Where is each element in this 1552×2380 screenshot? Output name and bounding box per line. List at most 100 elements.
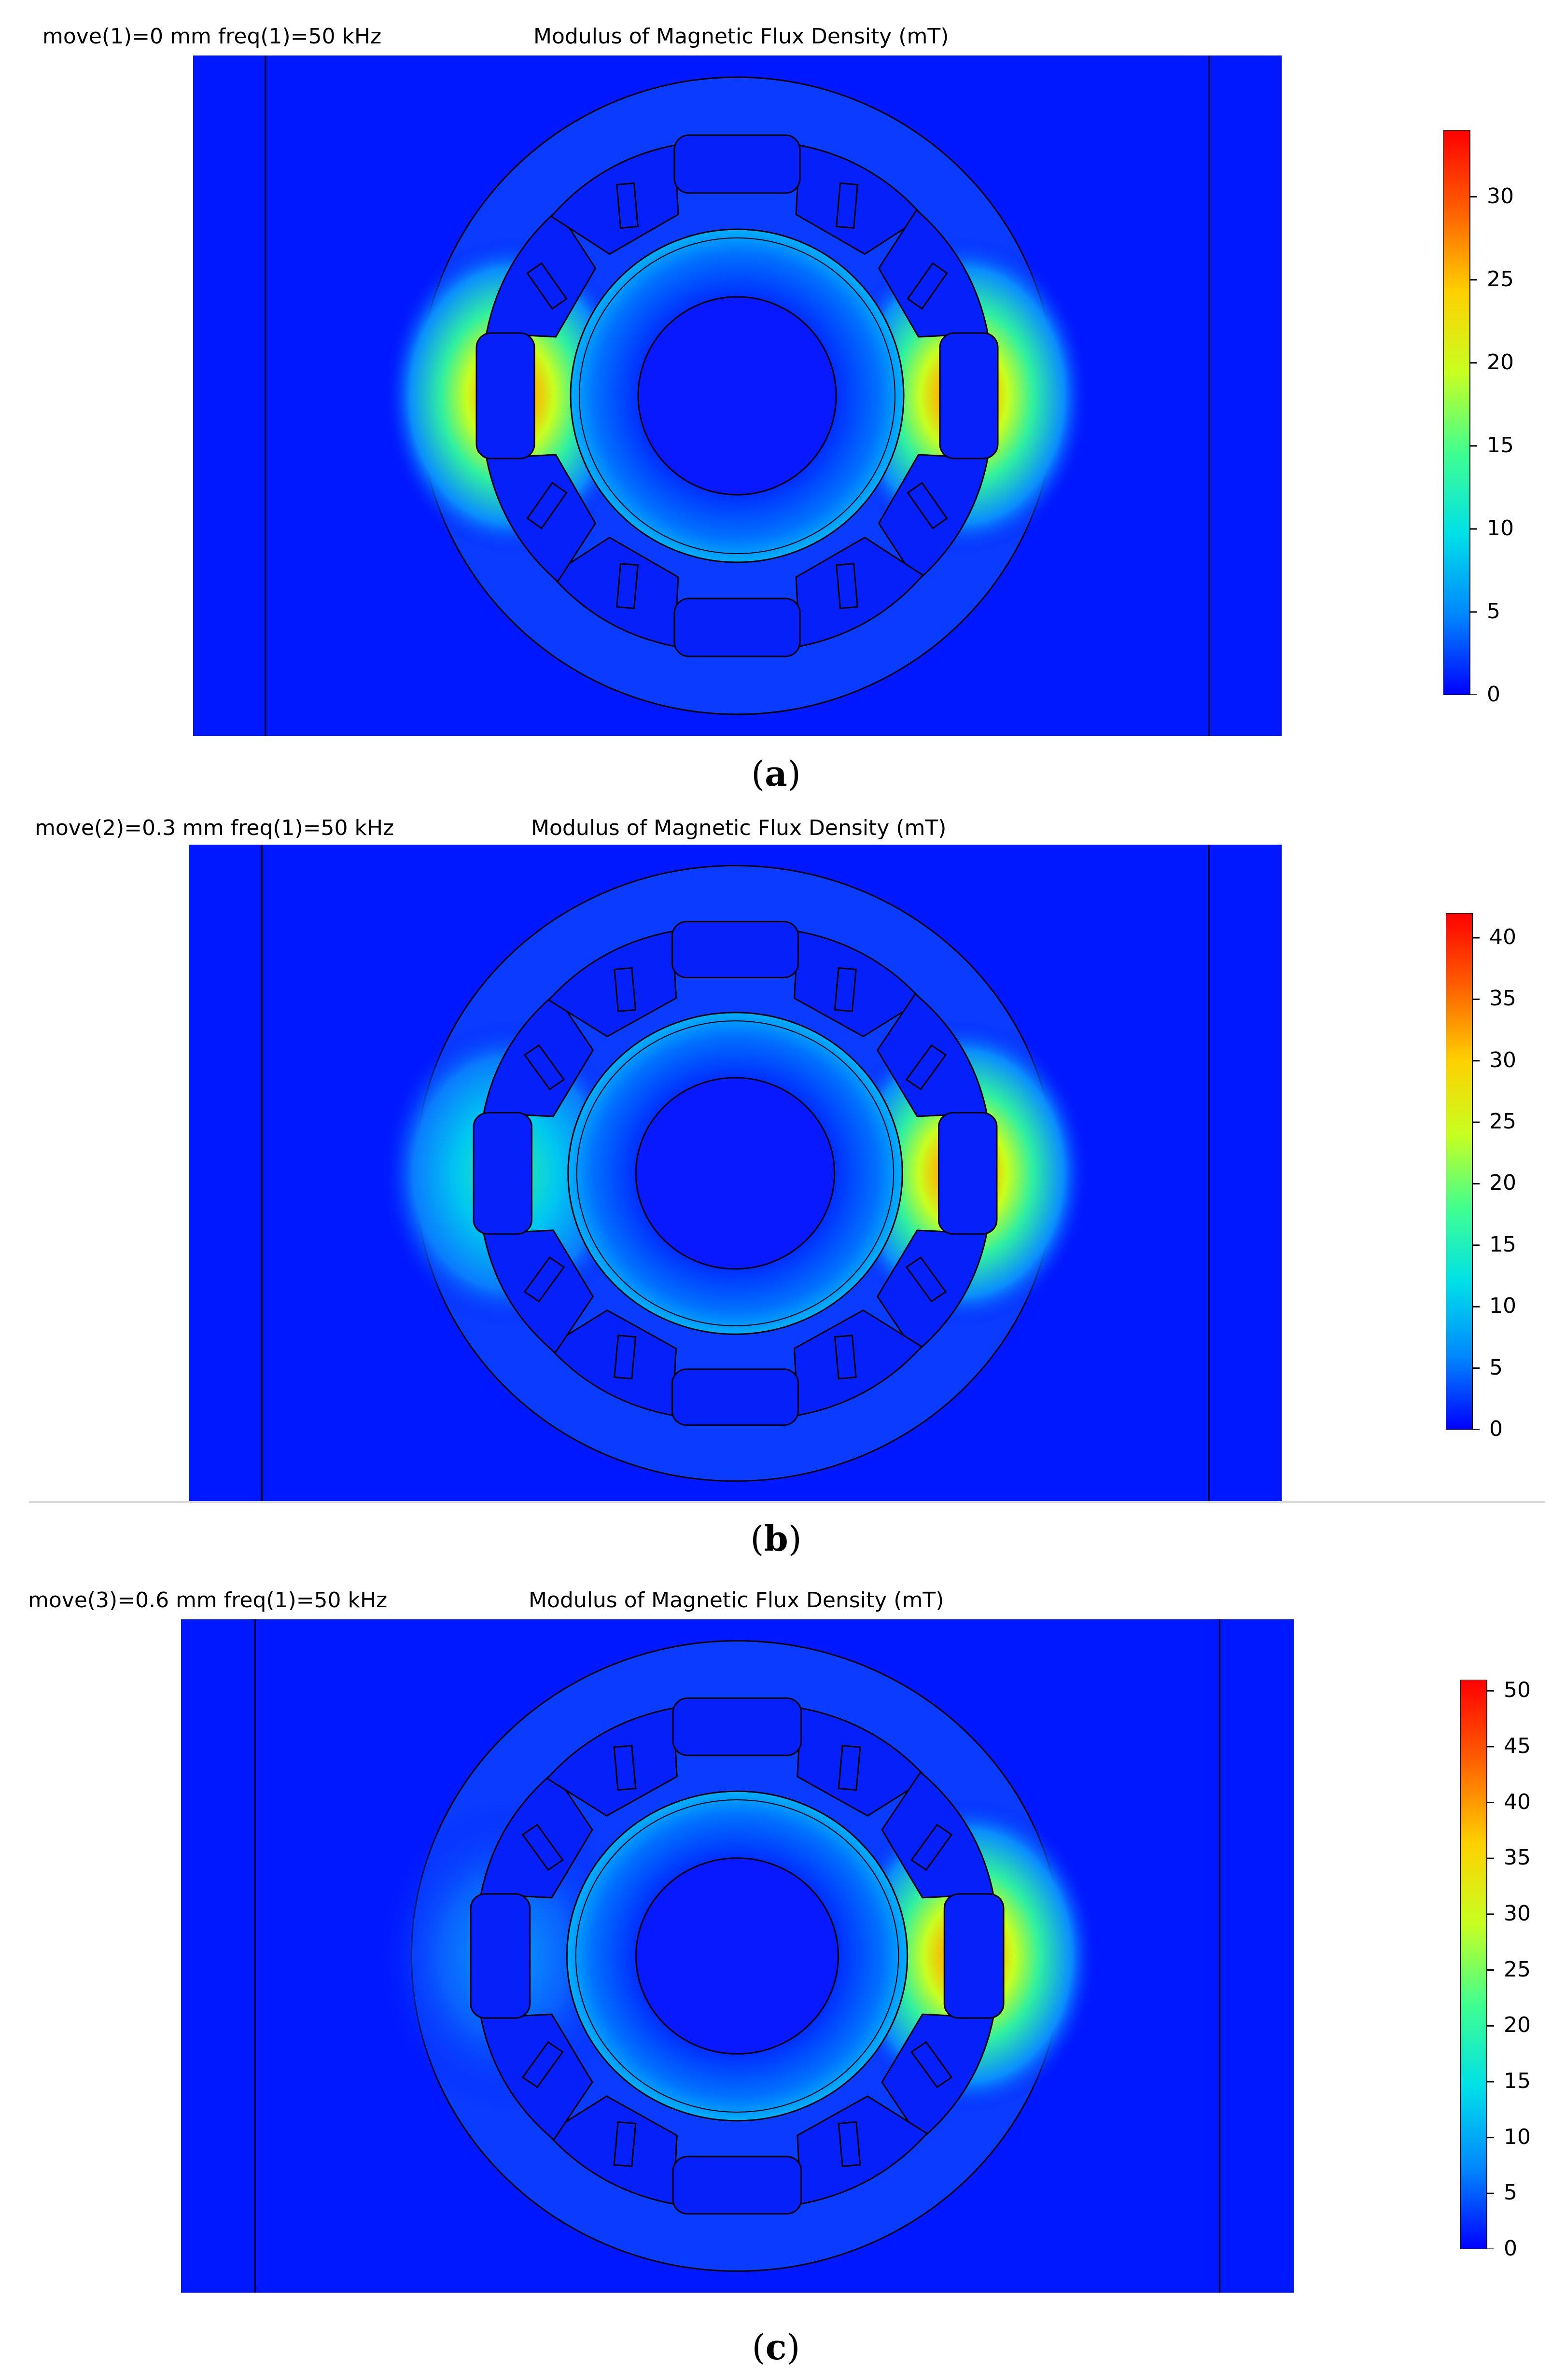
panel-c-colorbar bbox=[1460, 1680, 1494, 2249]
panel-b-divider bbox=[29, 1501, 1545, 1503]
panel-c-caption: (c) bbox=[752, 2326, 800, 2367]
colorbar-tick-label: 30 bbox=[1487, 183, 1514, 209]
colorbar-tick-label: 5 bbox=[1487, 598, 1500, 624]
stator-slot bbox=[486, 454, 596, 583]
pole-slot bbox=[943, 1893, 1005, 2019]
colorbar-tick-label: 15 bbox=[1504, 2068, 1531, 2093]
pole-slot bbox=[673, 598, 801, 657]
panel-b: move(2)=0.3 mm freq(1)=50 kHz Modulus of… bbox=[0, 796, 1552, 1588]
stator-slot bbox=[546, 1707, 678, 1817]
stator-slot bbox=[548, 931, 677, 1037]
panel-a-header-title: Modulus of Magnetic Flux Density (mT) bbox=[533, 24, 949, 49]
colorbar-tick-label: 15 bbox=[1487, 432, 1514, 458]
pole-slot bbox=[671, 920, 799, 978]
pole-slot bbox=[673, 134, 801, 194]
colorbar-tick-label: 10 bbox=[1487, 515, 1514, 541]
coil-conductor bbox=[910, 2041, 953, 2088]
coil-conductor bbox=[521, 1823, 564, 1871]
stator-slot bbox=[878, 209, 989, 338]
coil-conductor bbox=[523, 1044, 565, 1090]
colorbar-gradient bbox=[1443, 130, 1470, 695]
panel-a-header-left: move(1)=0 mm freq(1)=50 kHz bbox=[42, 24, 382, 49]
coil-conductor bbox=[523, 1256, 565, 1303]
coil-conductor bbox=[526, 262, 568, 310]
panel-c-caption-letter: c bbox=[765, 2326, 787, 2367]
coil-conductor bbox=[838, 2121, 861, 2167]
stator-slot bbox=[480, 2013, 593, 2141]
panel-b-colorbar-ticks: 0 5 10 15 20 25 30 35 40 bbox=[1489, 913, 1547, 1441]
colorbar-tick-label: 35 bbox=[1489, 986, 1516, 1011]
pole-slot bbox=[937, 1112, 998, 1235]
colorbar-tick-label: 10 bbox=[1489, 1294, 1516, 1319]
colorbar-tick-label: 25 bbox=[1487, 266, 1514, 292]
coil-conductor bbox=[616, 182, 639, 229]
colorbar-tick-label: 35 bbox=[1504, 1845, 1531, 1870]
coil-conductor bbox=[910, 1823, 953, 1871]
panel-a-colorbar bbox=[1443, 130, 1477, 695]
coil-conductor bbox=[834, 967, 857, 1012]
coil-conductor bbox=[614, 967, 637, 1012]
colorbar-tick-label: 40 bbox=[1504, 1789, 1531, 1814]
coil-conductor bbox=[838, 1745, 861, 1791]
colorbar-tick-label: 30 bbox=[1504, 1901, 1531, 1926]
stator-slot bbox=[483, 1229, 594, 1354]
colorbar-tick-label: 0 bbox=[1487, 682, 1500, 707]
colorbar-tick-label: 5 bbox=[1504, 2180, 1517, 2205]
colorbar-tick-label: 20 bbox=[1487, 349, 1514, 375]
air-gap-line bbox=[576, 1020, 895, 1326]
coil-conductor bbox=[614, 1335, 637, 1380]
coil-conductor bbox=[907, 262, 948, 310]
pole-slot bbox=[671, 1368, 799, 1426]
panel-b-colorbar bbox=[1446, 913, 1480, 1430]
colorbar-gradient bbox=[1446, 913, 1473, 1430]
air-gap-line bbox=[575, 1799, 899, 2113]
colorbar-tick-label: 50 bbox=[1504, 1678, 1531, 1703]
panel-b-header-left: move(2)=0.3 mm freq(1)=50 kHz bbox=[35, 816, 394, 840]
panel-c-header-left: move(3)=0.6 mm freq(1)=50 kHz bbox=[28, 1588, 388, 1613]
colorbar-tick-label: 10 bbox=[1504, 2124, 1531, 2149]
panel-c: move(3)=0.6 mm freq(1)=50 kHz Modulus of… bbox=[0, 1569, 1552, 2380]
colorbar-gradient bbox=[1460, 1680, 1487, 2249]
panel-c-colorbar-ticks: 0 5 10 15 20 25 30 35 40 45 50 bbox=[1504, 1678, 1552, 2261]
colorbar-tick-label: 30 bbox=[1489, 1047, 1516, 1072]
coil-conductor bbox=[836, 563, 858, 610]
colorbar-tick-label: 25 bbox=[1504, 1957, 1531, 1982]
coil-conductor bbox=[616, 563, 639, 610]
colorbar-tick-label: 20 bbox=[1489, 1170, 1516, 1196]
pole-slot bbox=[475, 332, 535, 459]
panel-b-caption: (b) bbox=[750, 1518, 802, 1559]
colorbar-tick-label: 15 bbox=[1489, 1232, 1516, 1257]
stator-slot bbox=[550, 144, 679, 255]
air-gap-line bbox=[579, 237, 895, 554]
shaft bbox=[637, 296, 837, 496]
shaft bbox=[635, 1077, 836, 1270]
pole-slot bbox=[939, 332, 999, 459]
coil-conductor bbox=[526, 482, 568, 529]
colorbar-tick-label: 45 bbox=[1504, 1733, 1531, 1758]
colorbar-tick-label: 40 bbox=[1489, 924, 1516, 949]
panel-b-caption-letter: b bbox=[764, 1518, 788, 1559]
pole-slot bbox=[672, 2156, 802, 2215]
panel-c-flux-plot bbox=[181, 1619, 1294, 2293]
colorbar-tick-label: 25 bbox=[1489, 1109, 1516, 1134]
colorbar-tick-label: 20 bbox=[1504, 2013, 1531, 2038]
stator-slot bbox=[795, 537, 924, 647]
panel-b-header-title: Modulus of Magnetic Flux Density (mT) bbox=[531, 816, 947, 840]
pole-slot bbox=[672, 1697, 802, 1756]
panel-a: move(1)=0 mm freq(1)=50 kHz Modulus of M… bbox=[0, 0, 1552, 796]
pole-slot bbox=[470, 1893, 531, 2019]
coil-conductor bbox=[905, 1044, 947, 1090]
panel-c-header-title: Modulus of Magnetic Flux Density (mT) bbox=[529, 1588, 944, 1613]
coil-conductor bbox=[836, 182, 858, 229]
panel-a-caption-letter: a bbox=[765, 753, 787, 794]
coil-conductor bbox=[613, 2121, 637, 2167]
stator-slot bbox=[797, 2095, 928, 2205]
coil-conductor bbox=[907, 482, 948, 529]
coil-conductor bbox=[521, 2041, 564, 2088]
shaft bbox=[635, 1857, 839, 2055]
colorbar-tick-label: 0 bbox=[1504, 2236, 1517, 2261]
pole-slot bbox=[473, 1112, 533, 1235]
stator-slot bbox=[881, 1771, 994, 1899]
panel-a-flux-plot bbox=[193, 56, 1282, 736]
coil-conductor bbox=[834, 1335, 857, 1380]
